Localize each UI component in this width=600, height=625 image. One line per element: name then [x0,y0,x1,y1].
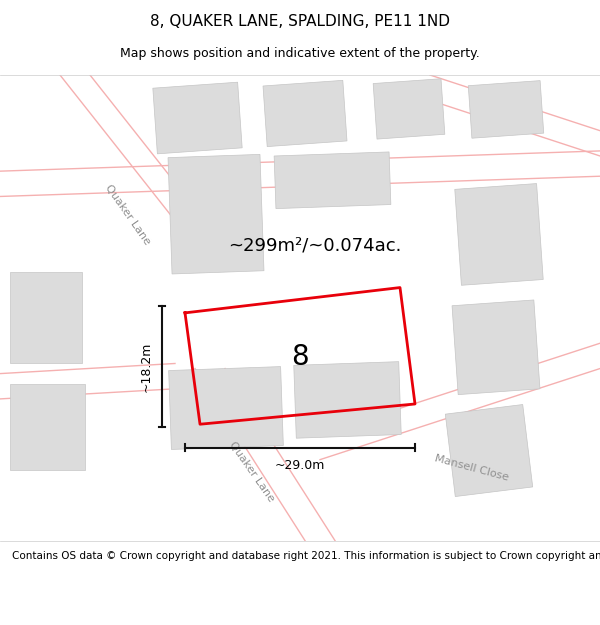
Text: Map shows position and indicative extent of the property.: Map shows position and indicative extent… [120,48,480,61]
Bar [168,154,264,274]
Text: ~29.0m: ~29.0m [275,459,325,472]
Bar [373,79,445,139]
Text: ~299m²/~0.074ac.: ~299m²/~0.074ac. [229,236,401,254]
Text: ~18.2m: ~18.2m [139,341,152,392]
Text: 8: 8 [291,343,309,371]
Text: Mansell Close: Mansell Close [434,453,510,482]
Text: 8, QUAKER LANE, SPALDING, PE11 1ND: 8, QUAKER LANE, SPALDING, PE11 1ND [150,14,450,29]
Bar [263,81,347,147]
Bar [445,404,533,496]
Bar [452,300,540,394]
Bar [10,384,85,470]
Bar [455,184,543,285]
Text: Quaker Lane: Quaker Lane [227,440,277,504]
Bar [153,82,242,154]
Bar [274,152,391,209]
Bar [294,362,401,438]
Bar [10,272,82,364]
Bar [468,81,544,138]
Text: Quaker Lane: Quaker Lane [104,182,152,247]
Bar [169,367,283,449]
Text: Contains OS data © Crown copyright and database right 2021. This information is : Contains OS data © Crown copyright and d… [12,551,600,561]
